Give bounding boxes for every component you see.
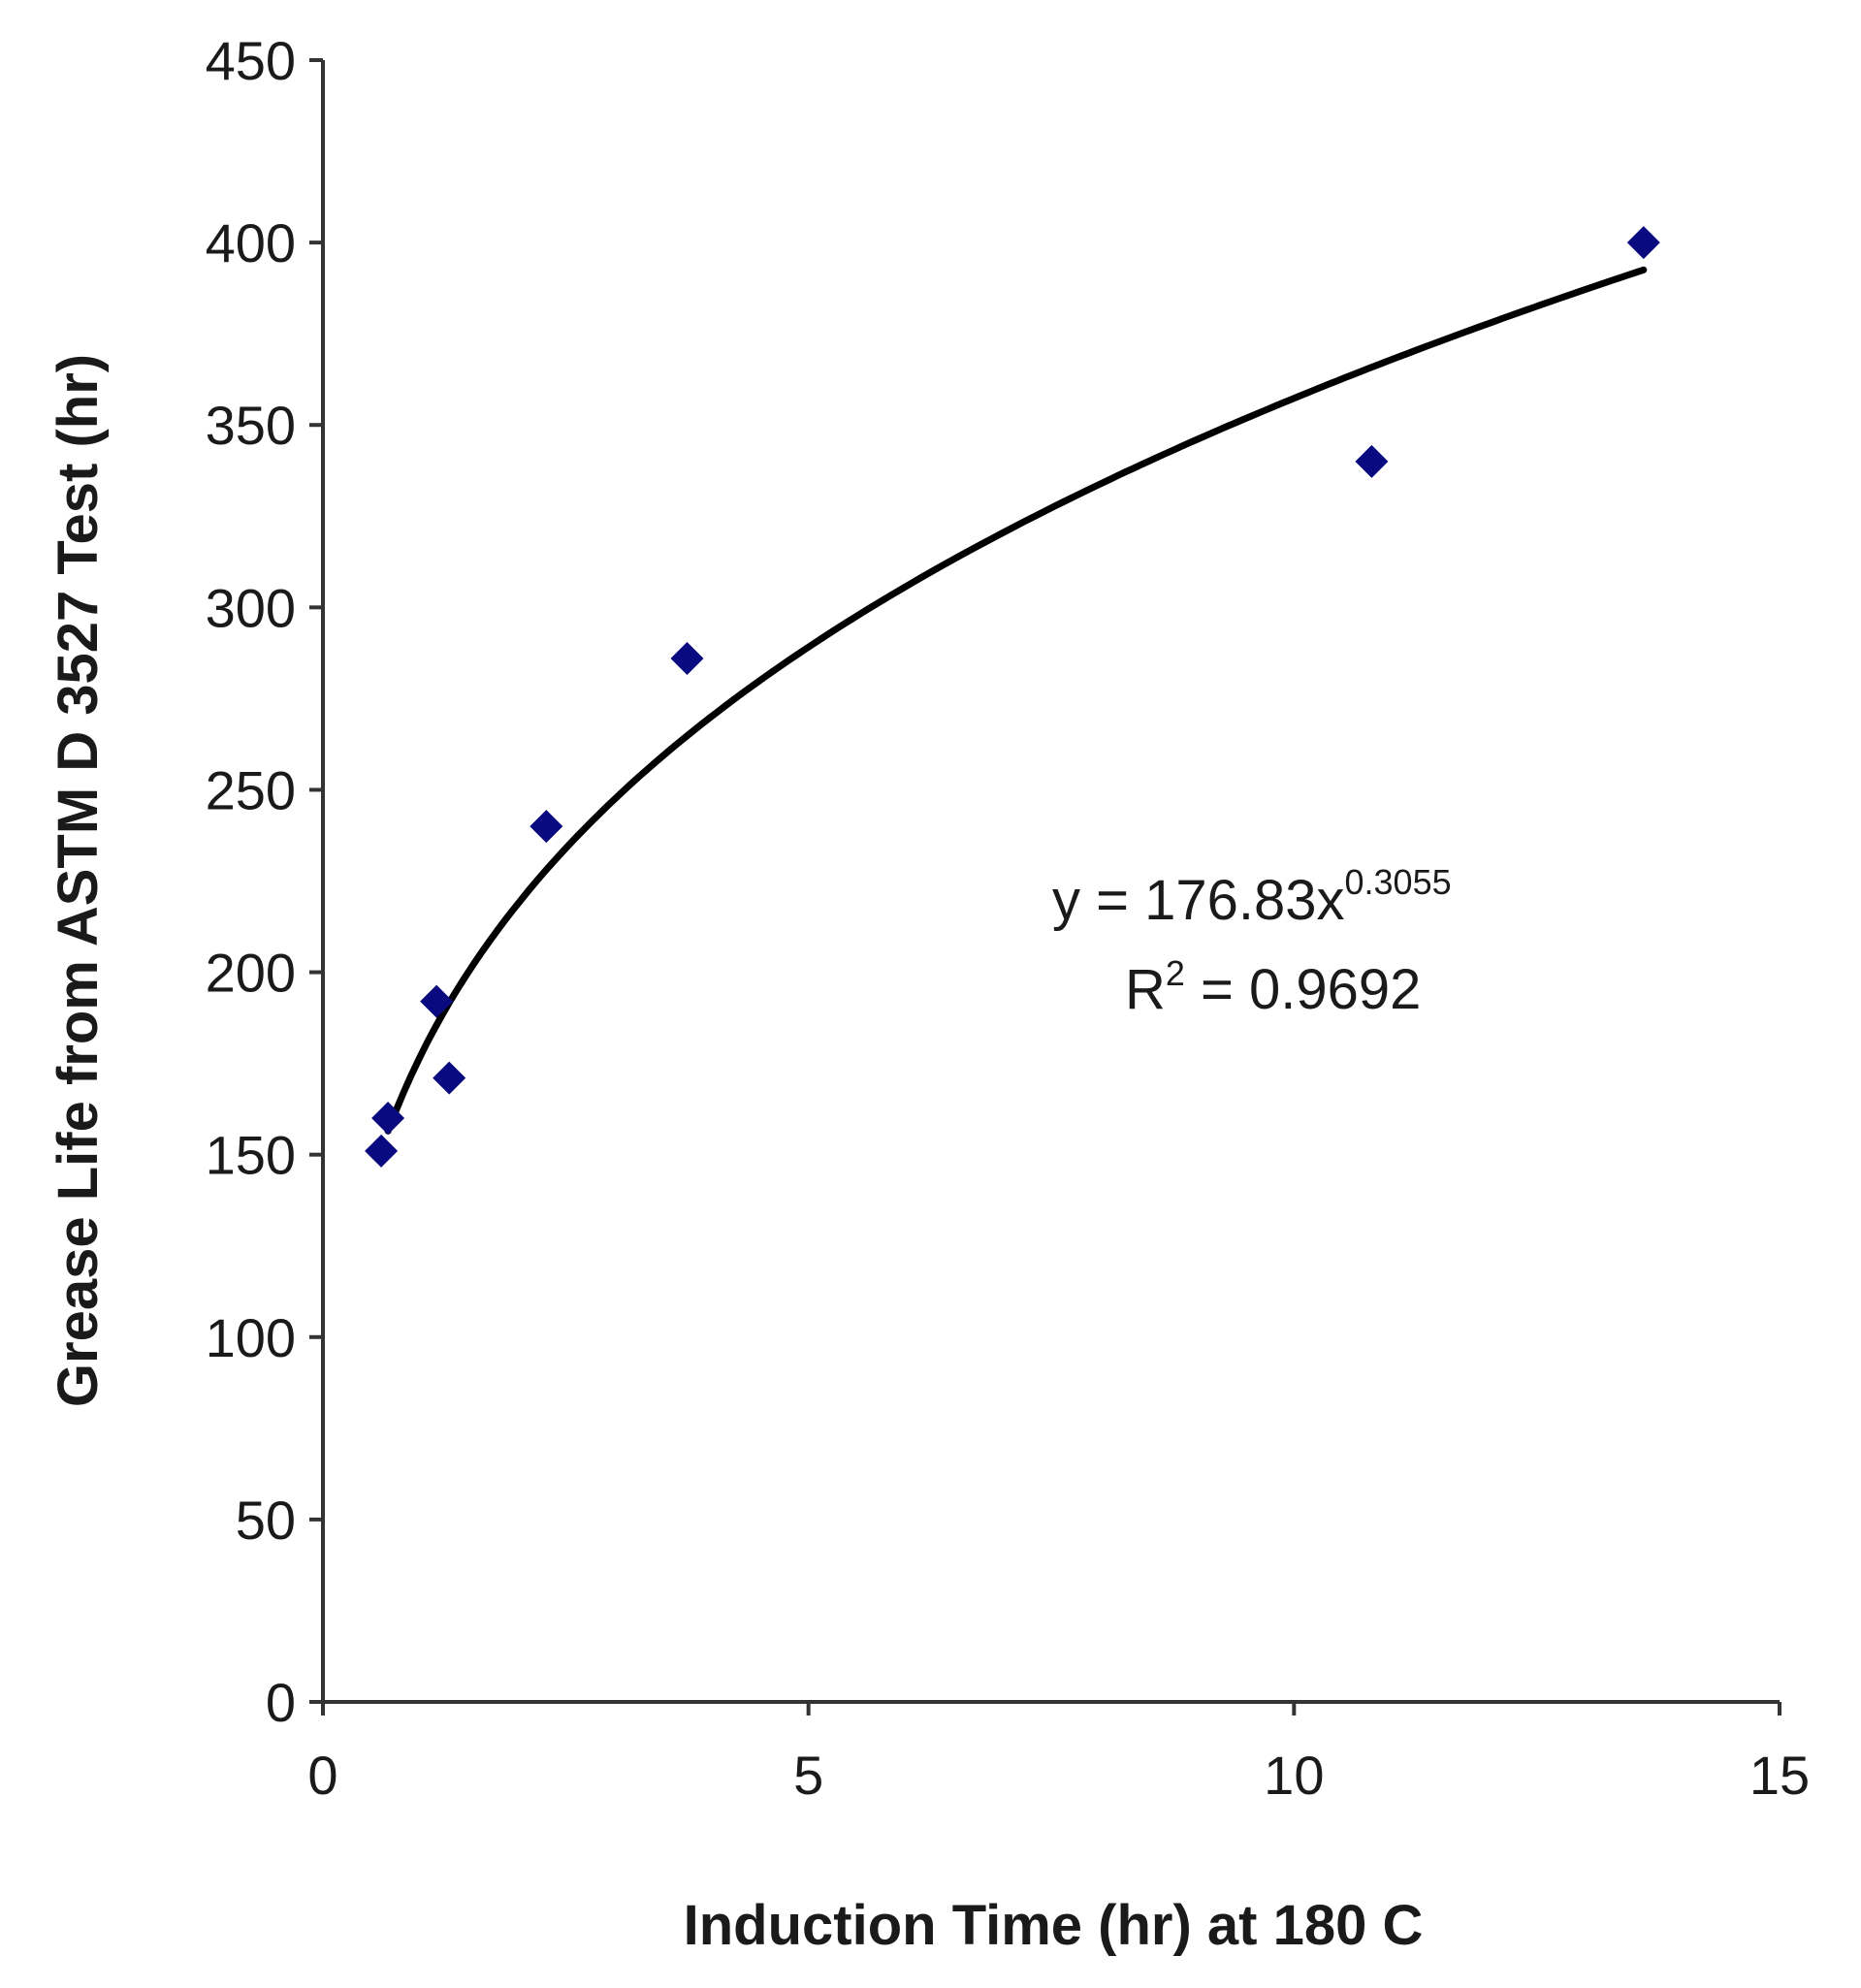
data-point-marker <box>1626 226 1660 260</box>
data-point-marker <box>365 1134 399 1168</box>
y-tick-label: 300 <box>206 577 296 638</box>
x-axis-title: Induction Time (hr) at 180 C <box>684 1894 1424 1957</box>
y-axis-title: Grease Life from ASTM D 3527 Test (hr) <box>47 354 110 1407</box>
trend-equation-base: y = 176.83x <box>1052 869 1345 932</box>
y-tick-label: 0 <box>266 1672 296 1733</box>
trend-equation: y = 176.83x0.3055 <box>1052 862 1452 932</box>
power-trendline <box>384 266 1648 1135</box>
y-tick-label: 350 <box>206 395 296 456</box>
y-tick-label: 100 <box>206 1307 296 1368</box>
x-tick-label: 10 <box>1264 1745 1324 1806</box>
x-tick-label: 5 <box>793 1745 823 1806</box>
data-point-marker <box>670 642 704 676</box>
y-tick-label: 50 <box>236 1490 296 1551</box>
r-squared-prefix: R <box>1125 958 1166 1021</box>
data-point-marker <box>529 810 563 844</box>
data-point-marker <box>1355 444 1389 478</box>
trend-equation-exponent: 0.3055 <box>1345 862 1452 902</box>
data-point-marker <box>433 1061 466 1095</box>
data-point-marker <box>420 984 454 1018</box>
y-axis-ticks: 0 50 100 150 200 250 300 350 400 450 <box>206 30 323 1733</box>
data-point-marker <box>371 1102 405 1136</box>
data-points <box>365 226 1660 1168</box>
r-squared-label: R2 = 0.9692 <box>1125 953 1421 1021</box>
y-tick-label: 150 <box>206 1125 296 1186</box>
r-squared-superscript: 2 <box>1166 953 1185 993</box>
y-tick-label: 200 <box>206 943 296 1004</box>
y-tick-label: 400 <box>206 212 296 273</box>
r-squared-value: = 0.9692 <box>1185 958 1422 1021</box>
x-axis-ticks: 0 5 10 15 <box>307 1702 1810 1806</box>
y-tick-label: 250 <box>206 759 296 820</box>
x-tick-label: 15 <box>1749 1745 1810 1806</box>
y-tick-label: 450 <box>206 30 296 91</box>
x-tick-label: 0 <box>307 1745 337 1806</box>
